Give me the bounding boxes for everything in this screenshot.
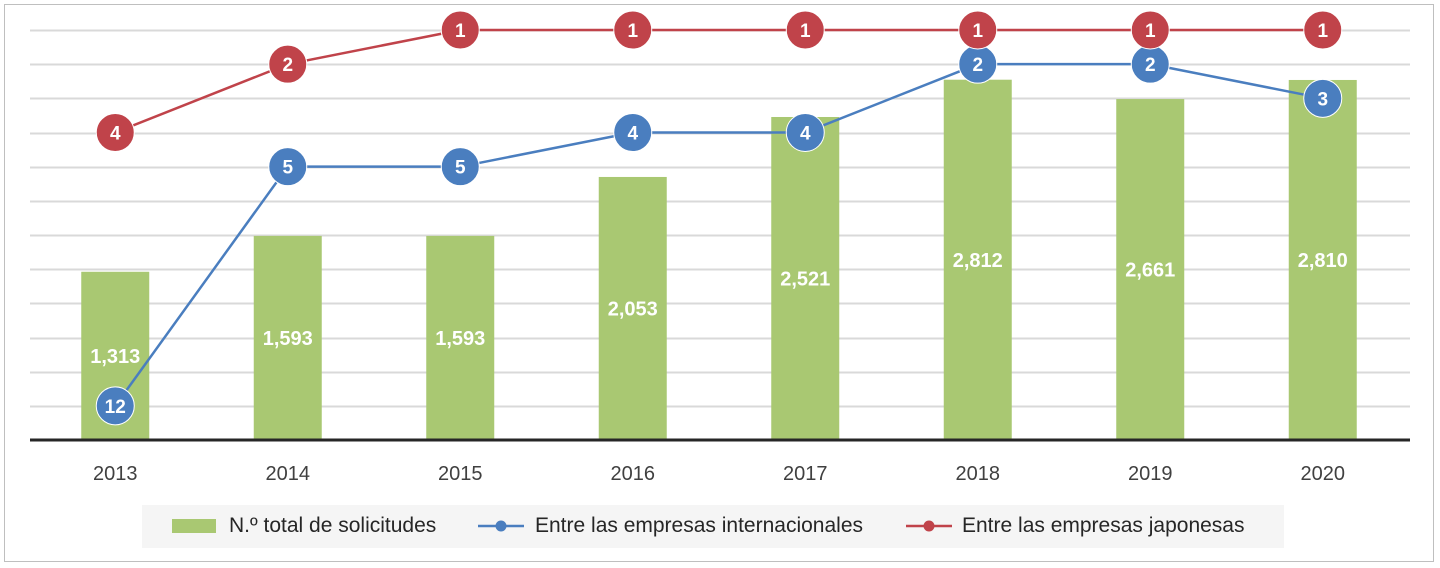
rank-marker-label: 1 (1145, 21, 1156, 42)
legend-box (142, 505, 1284, 548)
legend-swatch-marker (495, 520, 507, 532)
legend: N.º total de solicitudes Entre las empres… (142, 505, 1284, 548)
legend-swatch-bar (172, 519, 216, 533)
bar-2014 (253, 235, 322, 440)
rank-marker-label: 2 (1145, 55, 1156, 76)
rank-marker (440, 10, 480, 50)
rank-marker (958, 10, 998, 50)
legend-label: Entre las empresas japonesas (962, 514, 1245, 537)
bar-2015 (426, 235, 495, 440)
rank-marker (95, 113, 135, 152)
rank-marker-label: 4 (800, 124, 811, 145)
rank-marker-label: 2 (972, 55, 983, 76)
bar-value-label: 1,313 (90, 346, 140, 368)
bar-series: 1,313 1,593 1,593 2,053 2,521 2,812 2,661 2,810 (81, 79, 1357, 441)
bar-value-label: 2,812 (953, 250, 1003, 272)
bar-value-label: 2,661 (1125, 260, 1175, 282)
bar-2016 (598, 176, 667, 440)
rank-marker-label: 1 (627, 21, 638, 42)
bar-value-label: 1,593 (435, 328, 485, 350)
rank-marker (1130, 10, 1170, 50)
rank-marker-label: 1 (972, 21, 983, 42)
rank-marker (95, 386, 135, 426)
rank-marker (1303, 78, 1343, 118)
rank-marker-label: 1 (800, 21, 811, 42)
rank-marker-label: 1 (1317, 21, 1328, 42)
rank-marker-label: 3 (1317, 89, 1328, 110)
gridlines (30, 29, 1410, 408)
rank-marker (268, 44, 308, 84)
x-tick-label: 2015 (438, 463, 483, 485)
rank-marker (785, 113, 825, 152)
rank-marker-label: 2 (282, 55, 293, 76)
x-tick-label: 2014 (266, 463, 311, 485)
legend-label: Entre las empresas internacionales (535, 514, 863, 537)
x-tick-label: 2019 (1128, 463, 1173, 485)
x-tick-label: 2016 (611, 463, 656, 485)
rank-marker-label: 12 (105, 397, 126, 418)
rank-marker-label: 5 (282, 158, 293, 179)
rank-marker-label: 5 (455, 158, 466, 179)
rank-marker (785, 10, 825, 50)
series-line-1 (114, 62, 1323, 407)
x-axis-ticks: 2013 2014 2015 2016 2017 2018 2019 2020 (93, 463, 1345, 485)
rank-marker (268, 147, 308, 187)
legend-label: N.º total de solicitudes (229, 514, 436, 537)
rank-marker (440, 147, 480, 187)
chart-frame (4, 4, 1434, 562)
rank-marker (1303, 10, 1343, 50)
rank-marker-label: 1 (455, 21, 466, 42)
bar-value-label: 1,593 (263, 328, 313, 350)
x-tick-label: 2017 (783, 463, 828, 485)
legend-swatch-marker (923, 520, 935, 532)
bar-value-label: 2,521 (780, 268, 830, 290)
bar-2017 (771, 116, 840, 440)
line-series: 12 5 5 4 4 2 2 3 4 2 1 1 1 1 1 1 (95, 10, 1343, 426)
series-line-2 (114, 28, 1323, 134)
rank-marker-label: 4 (627, 124, 638, 145)
x-tick-label: 2020 (1301, 463, 1346, 485)
bar-2020 (1288, 79, 1357, 440)
bar-value-label: 2,053 (608, 298, 658, 320)
bar-value-label: 2,810 (1298, 250, 1348, 272)
x-tick-label: 2013 (93, 463, 138, 485)
rank-marker (613, 113, 653, 152)
bar-2019 (1116, 99, 1185, 440)
x-tick-label: 2018 (956, 463, 1001, 485)
rank-marker (613, 10, 653, 50)
bar-2018 (943, 79, 1012, 441)
rank-marker-label: 4 (110, 124, 121, 145)
